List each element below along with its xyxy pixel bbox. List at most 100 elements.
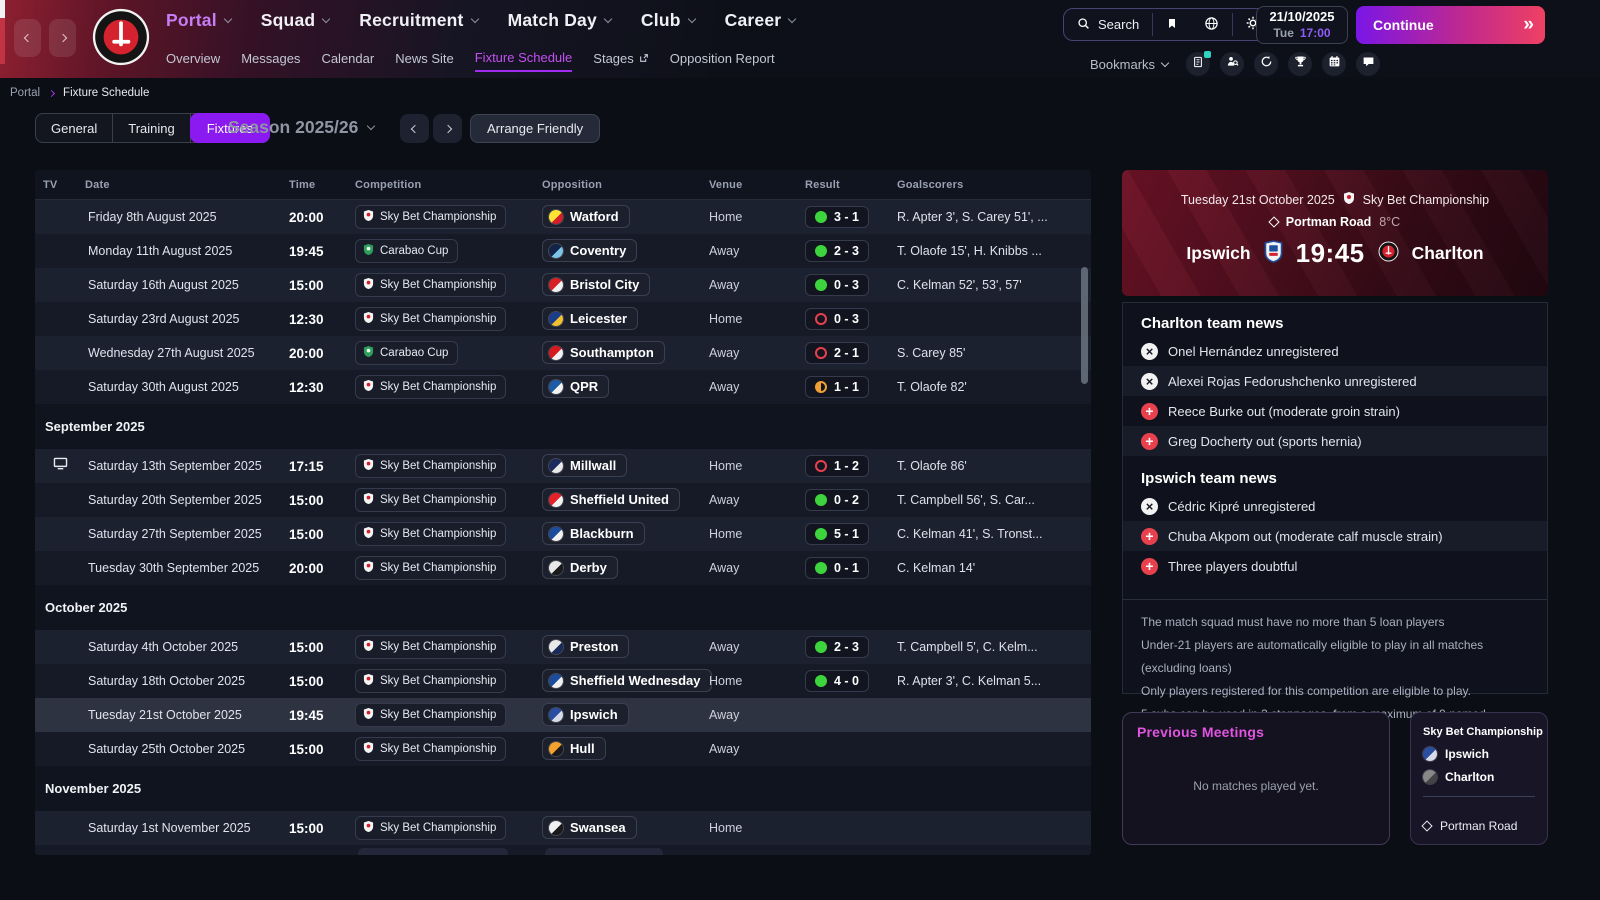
result-pill[interactable]: 0 - 3	[805, 274, 870, 296]
fixture-row[interactable]: Saturday 1st November 2025 15:00 Sky Bet C…	[35, 811, 1091, 845]
team-news-item[interactable]: + Greg Docherty out (sports hernia)	[1123, 426, 1547, 456]
bookmark-button[interactable]	[1153, 9, 1191, 40]
fixture-row[interactable]: Saturday 13th September 2025 17:15 Sky Bet…	[35, 449, 1091, 483]
charlton-club-crest[interactable]	[92, 8, 150, 71]
sub-nav-calendar[interactable]: Calendar	[321, 51, 375, 66]
main-nav-squad[interactable]: Squad	[261, 10, 331, 31]
opposition-chip[interactable]: Swansea	[542, 816, 637, 840]
calendar-icon-button[interactable]	[1322, 52, 1347, 76]
team-news-item[interactable]: × Onel Hernández unregistered	[1123, 336, 1547, 366]
result-pill[interactable]: 4 - 0	[805, 670, 870, 692]
fixture-row[interactable]: Saturday 27th September 2025 15:00 Sky Bet…	[35, 517, 1091, 551]
next-season-button[interactable]	[433, 114, 462, 143]
team-news-item[interactable]: + Three players doubtful	[1123, 551, 1547, 581]
season-selector[interactable]: Season 2025/26	[228, 117, 376, 138]
main-nav-career[interactable]: Career	[725, 10, 797, 31]
result-pill[interactable]: 5 - 1	[805, 523, 870, 545]
competition-chip[interactable]: Sky Bet Championship	[355, 488, 507, 512]
tab-general[interactable]: General	[36, 114, 114, 142]
opposition-chip[interactable]: Bristol City	[542, 273, 651, 297]
fixture-row[interactable]: Friday 8th August 2025 20:00 Sky Bet Champ…	[35, 200, 1091, 234]
fixture-row[interactable]: Tuesday 30th September 2025 20:00 Sky Bet …	[35, 551, 1091, 585]
chat-icon-button[interactable]	[1356, 52, 1381, 76]
competition-chip[interactable]: Sky Bet Championship	[355, 703, 507, 727]
result-pill[interactable]: 0 - 1	[805, 557, 870, 579]
opposition-chip[interactable]: Coventry	[542, 239, 638, 263]
sub-nav-messages[interactable]: Messages	[241, 51, 301, 66]
opposition-chip[interactable]: Derby	[542, 556, 618, 580]
competition-chip[interactable]: Sky Bet Championship	[355, 669, 507, 693]
opposition-chip[interactable]: QPR	[542, 375, 610, 399]
result-pill[interactable]: 0 - 2	[805, 489, 870, 511]
main-nav-club[interactable]: Club	[641, 10, 696, 31]
home-team-name[interactable]: Ipswich	[1186, 243, 1251, 263]
result-pill[interactable]: 2 - 1	[805, 342, 870, 364]
scouting-icon-button[interactable]	[1220, 52, 1245, 76]
sub-nav-overview[interactable]: Overview	[166, 51, 221, 66]
contract-icon-button[interactable]	[1186, 51, 1212, 76]
sub-nav-news-site[interactable]: News Site	[395, 51, 454, 66]
world-button[interactable]	[1191, 9, 1232, 40]
previous-season-button[interactable]	[400, 114, 429, 143]
fixture-row[interactable]: Saturday 25th October 2025 15:00 Sky Bet C…	[35, 732, 1091, 766]
competition-chip[interactable]: Sky Bet Championship	[355, 307, 507, 331]
fixture-row[interactable]: Saturday 20th September 2025 15:00 Sky Bet…	[35, 483, 1091, 517]
team-news-item[interactable]: + Reece Burke out (moderate groin strain)	[1123, 396, 1547, 426]
main-nav-portal[interactable]: Portal	[166, 10, 233, 31]
opposition-chip[interactable]: Leicester	[542, 307, 639, 331]
competition-chip[interactable]: Sky Bet Championship	[355, 205, 507, 229]
search-button[interactable]: Search	[1064, 9, 1152, 40]
main-nav-match-day[interactable]: Match Day	[508, 10, 613, 31]
nav-back-button[interactable]	[14, 19, 41, 57]
result-pill[interactable]: 1 - 1	[805, 376, 870, 398]
opposition-chip[interactable]: Preston	[542, 635, 630, 659]
fixture-row[interactable]: Saturday 18th October 2025 15:00 Sky Bet C…	[35, 664, 1091, 698]
breadcrumb-portal[interactable]: Portal	[10, 87, 41, 99]
tab-fixtures[interactable]: Fixtures	[189, 113, 270, 143]
team-news-item[interactable]: × Alexei Rojas Fedorushchenko unregistere…	[1123, 366, 1547, 396]
away-team-name[interactable]: Charlton	[1411, 243, 1484, 263]
opposition-chip[interactable]: Blackburn	[542, 522, 645, 546]
opposition-chip[interactable]: Ipswich	[542, 703, 629, 727]
sub-nav-stages[interactable]: Stages	[593, 51, 648, 71]
competition-chip[interactable]: Sky Bet Championship	[355, 635, 507, 659]
fixture-row[interactable]: Tuesday 21st October 2025 19:45 Sky Bet Ch…	[35, 698, 1091, 732]
competition-card-team-ipswich[interactable]: Ipswich	[1423, 747, 1535, 761]
opposition-chip[interactable]: Watford	[542, 205, 630, 229]
competition-chip[interactable]: Sky Bet Championship	[355, 816, 507, 840]
fixture-row[interactable]: Wednesday 27th August 2025 20:00 Carabao C…	[35, 336, 1091, 370]
competition-chip[interactable]: Carabao Cup	[355, 239, 459, 263]
competition-chip[interactable]: Sky Bet Championship	[355, 273, 507, 297]
competition-chip[interactable]: Sky Bet Championship	[355, 522, 507, 546]
result-pill[interactable]: 1 - 2	[805, 455, 870, 477]
opposition-chip[interactable]: Sheffield United	[542, 488, 680, 512]
competition-chip[interactable]: Sky Bet Championship	[355, 454, 507, 478]
sub-nav-fixture-schedule[interactable]: Fixture Schedule	[474, 50, 573, 72]
tab-training[interactable]: Training	[113, 114, 191, 142]
fixture-row[interactable]: Monday 11th August 2025 19:45 Carabao Cup C…	[35, 234, 1091, 268]
trophy-icon-button[interactable]	[1288, 52, 1313, 76]
competition-chip[interactable]: Sky Bet Championship	[355, 556, 507, 580]
competition-chip[interactable]: Sky Bet Championship	[355, 375, 507, 399]
team-news-item[interactable]: + Chuba Akpom out (moderate calf muscle s…	[1123, 521, 1547, 551]
sub-nav-opposition-report[interactable]: Opposition Report	[669, 51, 775, 66]
main-nav-recruitment[interactable]: Recruitment	[359, 10, 479, 31]
nav-forward-button[interactable]	[49, 19, 76, 57]
result-pill[interactable]: 0 - 3	[805, 308, 870, 330]
match-preview-card[interactable]: Tuesday 21st October 2025 Sky Bet Champi…	[1122, 170, 1548, 296]
fixture-row[interactable]: Saturday 30th August 2025 12:30 Sky Bet Ch…	[35, 370, 1091, 404]
result-pill[interactable]: 2 - 3	[805, 240, 870, 262]
bookmarks-dropdown[interactable]: Bookmarks	[1090, 57, 1170, 72]
scrollbar-thumb[interactable]	[1081, 267, 1088, 384]
arrange-friendly-button[interactable]: Arrange Friendly	[470, 114, 601, 143]
sync-icon-button[interactable]	[1254, 52, 1279, 76]
team-news-item[interactable]: × Cédric Kipré unregistered	[1123, 491, 1547, 521]
continue-button[interactable]: Continue »	[1356, 6, 1545, 44]
opposition-chip[interactable]: Southampton	[542, 341, 665, 365]
opposition-chip[interactable]: Millwall	[542, 454, 628, 478]
fixture-row[interactable]: Saturday 4th October 2025 15:00 Sky Bet Ch…	[35, 630, 1091, 664]
result-pill[interactable]: 2 - 3	[805, 636, 870, 658]
competition-chip[interactable]: Carabao Cup	[355, 341, 459, 365]
fixture-row[interactable]: Saturday 16th August 2025 15:00 Sky Bet Ch…	[35, 268, 1091, 302]
competition-card-team-charlton[interactable]: Charlton	[1423, 770, 1535, 784]
